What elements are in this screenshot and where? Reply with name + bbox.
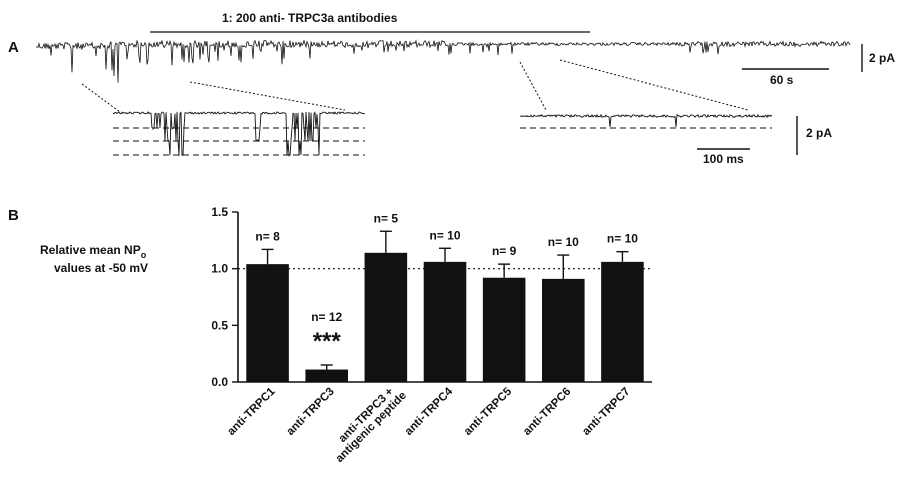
y-tick-label-0: 0.0 <box>211 375 228 389</box>
significance-label-1: *** <box>313 328 342 355</box>
time-scale-label-short: 100 ms <box>703 152 744 166</box>
zoom-trace-right <box>519 113 773 129</box>
long-recording-trace <box>35 39 851 83</box>
y-tick-label-3: 1.5 <box>211 205 228 219</box>
x-category-label-1: anti-TRPC3 <box>285 386 337 438</box>
treatment-label: 1: 200 anti- TRPC3a antibodies <box>222 11 398 25</box>
x-category-label-3: anti-TRPC4 <box>403 385 456 438</box>
bar-1 <box>305 369 349 382</box>
n-label-4: n= 9 <box>492 244 517 258</box>
zoom-guide-left-2 <box>189 81 346 111</box>
n-label-1: n= 12 <box>311 310 342 324</box>
y-axis-label-sub: o <box>141 250 147 260</box>
x-category-label-0: anti-TRPC1 <box>225 385 278 438</box>
n-label-5: n= 10 <box>548 235 579 249</box>
panel-b-letter: B <box>8 207 19 224</box>
y-tick-label-1: 0.5 <box>211 318 228 332</box>
y-axis-label-line2: values at -50 mV <box>54 261 148 275</box>
n-label-3: n= 10 <box>429 228 460 242</box>
y-axis-label: Relative mean NPo <box>40 243 147 260</box>
n-label-2: n= 5 <box>374 211 399 225</box>
bar-5 <box>541 278 585 382</box>
zoom-guide-right-1 <box>519 61 547 111</box>
current-scale-label-zoom: 2 pA <box>806 126 832 140</box>
panel-a-letter: A <box>8 39 19 56</box>
bar-3 <box>423 261 467 382</box>
x-category-label-5: anti-TRPC6 <box>521 386 573 438</box>
bar-0 <box>246 264 289 382</box>
bar-2 <box>364 252 408 382</box>
bar-chart: 0.0 0.5 1.0 1.5 n= 8 anti-TRPC1 *** n= 12 anti-T… <box>211 205 652 465</box>
n-label-6: n= 10 <box>607 232 638 246</box>
current-scale-label: 2 pA <box>869 51 895 65</box>
x-category-label-4: anti-TRPC5 <box>462 385 515 438</box>
n-label-0: n= 8 <box>255 229 280 243</box>
y-axis-label-line1: Relative mean NP <box>40 243 141 257</box>
y-tick-label-2: 1.0 <box>211 262 228 276</box>
time-scale-label-long: 60 s <box>770 73 794 87</box>
zoom-guide-right-2 <box>559 59 749 111</box>
bar-6 <box>601 261 644 382</box>
zoom-trace-left <box>112 111 365 157</box>
bar-4 <box>482 277 526 382</box>
x-category-label-6: anti-TRPC7 <box>580 386 632 438</box>
zoom-guide-left-1 <box>81 83 121 113</box>
